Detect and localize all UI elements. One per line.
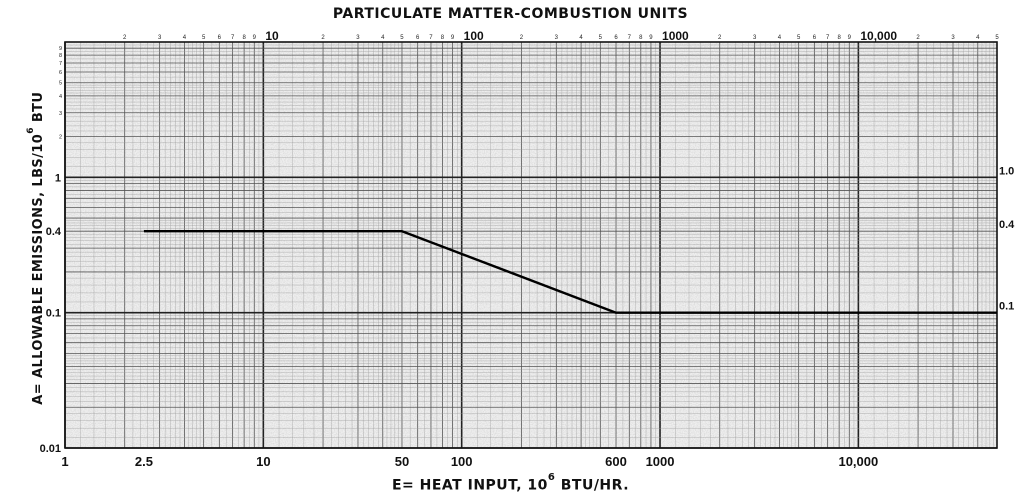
top-axis-minor-tick: 3 <box>158 35 162 41</box>
top-axis-minor-tick: 3 <box>555 35 559 41</box>
right-tick-label: 1.0 <box>999 165 1014 177</box>
top-axis-decade-label: 10 <box>265 29 279 43</box>
x-tick-label: 10 <box>256 454 270 469</box>
y-tick-label: 0.4 <box>46 226 62 238</box>
right-tick-label: 0.4 <box>999 219 1015 231</box>
x-axis-ticks: 1 2.5 10 50 100 600 1000 10,000 <box>61 454 878 469</box>
top-axis-minor-tick: 7 <box>826 35 830 41</box>
y-tick-label: 0.01 <box>40 443 61 455</box>
top-axis-minor-tick: 8 <box>242 35 246 41</box>
left-axis-minor-tick: 9 <box>59 46 62 52</box>
top-axis-minor-tick: 3 <box>951 35 955 41</box>
x-axis-label-exponent: 6 <box>547 472 556 483</box>
plot-frame <box>64 41 998 449</box>
top-axis-minor-tick: 9 <box>649 35 653 41</box>
x-tick-label: 1000 <box>646 454 675 469</box>
top-axis-minor-tick: 8 <box>639 35 643 41</box>
left-axis-minor-tick: 8 <box>59 53 62 59</box>
y-axis-ticks: 0.01 0.1 0.4 1 <box>40 172 62 455</box>
top-axis-minor-tick: 4 <box>778 35 782 41</box>
top-axis-minor-tick: 7 <box>429 35 433 41</box>
x-tick-label: 2.5 <box>135 454 153 469</box>
left-axis-minor-tick: 4 <box>59 94 62 100</box>
left-axis-minor-tick: 5 <box>59 81 62 87</box>
y-axis-label-text: A= ALLOWABLE EMISSIONS, LBS/10 <box>31 133 47 405</box>
grid-lines <box>64 41 998 449</box>
left-axis-minor-tick: 6 <box>59 70 62 76</box>
y-axis-label-exponent: 6 <box>25 127 36 134</box>
left-axis-minor-tick: 2 <box>59 135 62 141</box>
top-axis-ticks: 2 3 4 5 6 7 8 9 2 3 4 5 6 7 8 9 2 3 4 5 6 7 8 9 2 3 4 5 6 7 8 9 2 3 4 510 10… <box>123 29 999 43</box>
top-axis-minor-tick: 2 <box>321 35 325 41</box>
top-axis-decade-label: 1000 <box>662 29 689 43</box>
top-axis-minor-tick: 6 <box>416 35 420 41</box>
right-axis-ticks: 1.0 0.4 0.1 <box>999 165 1015 312</box>
top-axis-minor-tick: 3 <box>753 35 757 41</box>
top-axis-minor-tick: 9 <box>451 35 455 41</box>
y-tick-label: 0.1 <box>46 308 61 320</box>
left-axis-minor-ticks: 2 3 4 5 6 7 89 <box>59 46 62 140</box>
top-axis-minor-tick: 5 <box>400 35 404 41</box>
top-axis-minor-tick: 7 <box>628 35 632 41</box>
x-axis-label-unit: BTU/HR. <box>560 477 630 494</box>
top-axis-minor-tick: 2 <box>123 35 127 41</box>
top-axis-minor-tick: 7 <box>231 35 235 41</box>
x-axis-label-text: E= HEAT INPUT, <box>391 477 523 494</box>
y-axis-label: A= ALLOWABLE EMISSIONS, LBS/106 BTU <box>26 48 47 448</box>
series-line-1 <box>143 229 997 314</box>
x-tick-label: 1 <box>61 454 68 469</box>
top-axis-minor-tick: 8 <box>837 35 841 41</box>
top-axis-minor-tick: 5 <box>797 35 801 41</box>
top-axis-decade-label: 10,000 <box>860 29 897 43</box>
top-axis-minor-tick: 2 <box>520 35 524 41</box>
top-axis-minor-tick: 4 <box>579 35 583 41</box>
x-tick-label: 50 <box>395 454 409 469</box>
y-tick-label: 1 <box>55 172 61 184</box>
y-axis-label-unit: BTU <box>31 91 47 123</box>
top-axis-minor-tick: 8 <box>441 35 445 41</box>
top-axis-minor-tick: 2 <box>718 35 722 41</box>
right-tick-label: 0.1 <box>999 301 1014 313</box>
top-axis-minor-tick: 6 <box>614 35 618 41</box>
top-axis-minor-tick: 3 <box>356 35 360 41</box>
top-axis-minor-tick: 4 <box>976 35 980 41</box>
top-axis-minor-tick: 5 <box>599 35 603 41</box>
top-axis-minor-tick: 6 <box>813 35 817 41</box>
top-axis-minor-tick: 6 <box>218 35 222 41</box>
x-tick-label: 100 <box>451 454 473 469</box>
top-axis-minor-tick: 9 <box>253 35 257 41</box>
left-axis-minor-tick: 7 <box>59 61 62 67</box>
x-axis-label-base: 10 <box>527 477 548 494</box>
top-axis-decade-label: 100 <box>464 29 484 43</box>
paper-texture <box>65 42 997 448</box>
chart-title: PARTICULATE MATTER-COMBUSTION UNITS <box>332 6 689 22</box>
x-axis-label: E= HEAT INPUT, 106 BTU/HR. <box>0 472 1021 494</box>
data-series <box>143 229 998 314</box>
left-axis-minor-tick: 3 <box>59 111 62 117</box>
top-axis-minor-tick: 4 <box>381 35 385 41</box>
top-axis-minor-tick: 9 <box>848 35 852 41</box>
top-axis-minor-tick: 2 <box>916 35 920 41</box>
top-axis-minor-tick: 5 <box>995 35 999 41</box>
top-axis-minor-tick: 4 <box>183 35 187 41</box>
x-tick-label: 600 <box>605 454 627 469</box>
top-axis-minor-tick: 5 <box>202 35 206 41</box>
x-tick-label: 10,000 <box>838 454 878 469</box>
